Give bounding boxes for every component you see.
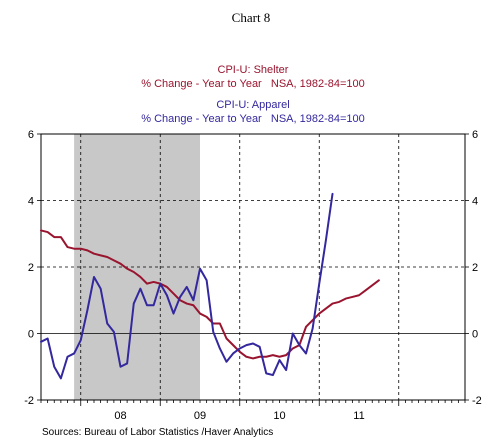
y-tick-label-right: 6 [472,129,478,141]
series-line-shelter [40,229,380,360]
source-note: Sources: Bureau of Labor Statistics /Hav… [42,427,273,438]
x-tick-label-10: 10 [273,410,285,422]
axis-ticks [37,133,469,406]
x-tick-label-11: 11 [353,410,364,422]
tick-labels: -2 -2 0 0 2 2 4 4 6 6 08 09 10 11 [24,129,482,422]
y-tick-label-left: 2 [28,262,34,274]
legend-shelter-subtitle: % Change - Year to Year NSA, 1982-84=100 [141,78,365,90]
y-tick-label-left: 0 [28,329,34,341]
series-layer [40,192,380,380]
grid-lines [41,134,465,400]
series-line-apparel [40,192,334,380]
legend-shelter-name: CPI-U: Shelter [218,64,289,76]
y-tick-label-right: 0 [472,329,478,341]
chart-title: Chart 8 [232,10,271,25]
x-tick-label-09: 09 [194,410,206,422]
y-tick-label-right: 2 [472,262,478,274]
y-tick-label-left: 4 [28,196,34,208]
legend-apparel-name: CPI-U: Apparel [216,99,289,111]
y-tick-label-left: -2 [24,395,34,407]
x-tick-label-08: 08 [114,410,126,422]
y-tick-label-right: 4 [472,196,478,208]
y-tick-label-left: 6 [28,129,34,141]
legend-apparel-subtitle: % Change - Year to Year NSA, 1982-84=100 [141,113,365,125]
y-tick-label-right: -2 [472,395,482,407]
